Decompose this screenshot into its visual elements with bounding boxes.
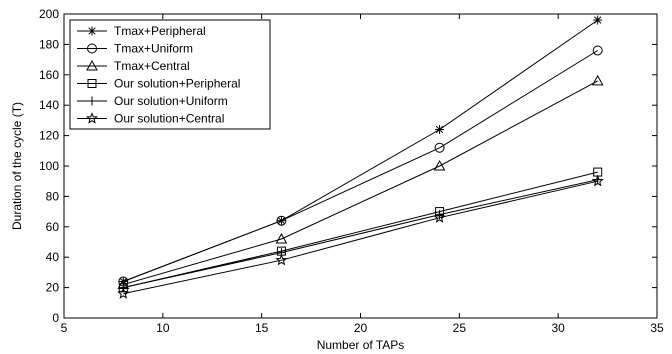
series-layer <box>117 15 604 299</box>
legend-label: Tmax+Central <box>114 59 190 73</box>
series-4 <box>118 175 603 293</box>
data-point <box>275 232 288 244</box>
y-tick-label: 140 <box>39 98 59 112</box>
y-tick-label: 180 <box>39 37 59 51</box>
y-tick-label: 100 <box>39 159 59 173</box>
x-tick-label: 5 <box>61 321 68 335</box>
data-point <box>275 253 288 266</box>
legend-label: Tmax+Peripheral <box>114 24 206 38</box>
y-tick-label: 60 <box>46 220 60 234</box>
series-3 <box>118 167 603 293</box>
legend-entry: Tmax+Peripheral <box>77 24 206 38</box>
data-point <box>276 215 287 226</box>
data-point <box>591 174 604 187</box>
legend-marker <box>87 96 97 106</box>
y-tick-label: 20 <box>46 281 60 295</box>
series-5 <box>117 174 604 299</box>
legend-marker <box>86 59 98 71</box>
legend-box <box>69 19 271 130</box>
y-tick-label: 200 <box>39 7 59 21</box>
x-tick-label: 35 <box>650 321 664 335</box>
series-line <box>123 180 598 295</box>
y-axis: 0 20 40 60 80 100 120 140 160 180 200 <box>39 7 657 325</box>
x-tick-label: 10 <box>156 321 170 335</box>
legend-entry: Our solution+Peripheral <box>77 77 240 91</box>
series-line <box>123 179 598 289</box>
data-point <box>592 45 603 56</box>
legend-entry: Our solution+Uniform <box>77 94 228 108</box>
legend-label: Our solution+Peripheral <box>114 77 240 91</box>
series-line <box>123 50 598 282</box>
legend-marker <box>87 26 97 36</box>
data-point <box>591 74 604 86</box>
y-tick-label: 40 <box>46 250 60 264</box>
series-line <box>123 171 598 289</box>
legend-marker <box>87 79 97 88</box>
x-axis-label: Number of TAPs <box>317 338 405 352</box>
legend-label: Our solution+Central <box>114 112 224 126</box>
legend-label: Our solution+Uniform <box>114 94 228 108</box>
legend-entry: Tmax+Uniform <box>77 42 193 56</box>
legend: Tmax+Peripheral Tmax+Uniform Tmax+Central O… <box>69 19 271 130</box>
legend-entry: Our solution+Central <box>77 112 224 126</box>
y-tick-label: 160 <box>39 68 59 82</box>
y-tick-label: 120 <box>39 129 59 143</box>
y-axis-label: Duration of the cycle (T) <box>10 102 24 230</box>
legend-label: Tmax+Uniform <box>114 42 193 56</box>
data-point <box>433 211 446 223</box>
data-point <box>434 142 445 153</box>
data-point <box>435 125 445 135</box>
data-point <box>117 287 130 299</box>
legend-entry: Tmax+Central <box>77 59 190 73</box>
x-tick-label: 20 <box>354 321 368 335</box>
data-point <box>593 15 603 25</box>
y-tick-label: 80 <box>46 189 60 203</box>
legend-marker <box>85 112 99 124</box>
series-line <box>123 80 598 286</box>
x-tick-label: 15 <box>255 321 269 335</box>
x-axis: 5 10 15 20 25 30 35 <box>61 14 664 335</box>
x-tick-label: 25 <box>453 321 467 335</box>
x-tick-label: 30 <box>551 321 565 335</box>
legend-marker <box>87 43 97 54</box>
data-point <box>433 159 446 171</box>
y-tick-label: 0 <box>52 311 59 325</box>
